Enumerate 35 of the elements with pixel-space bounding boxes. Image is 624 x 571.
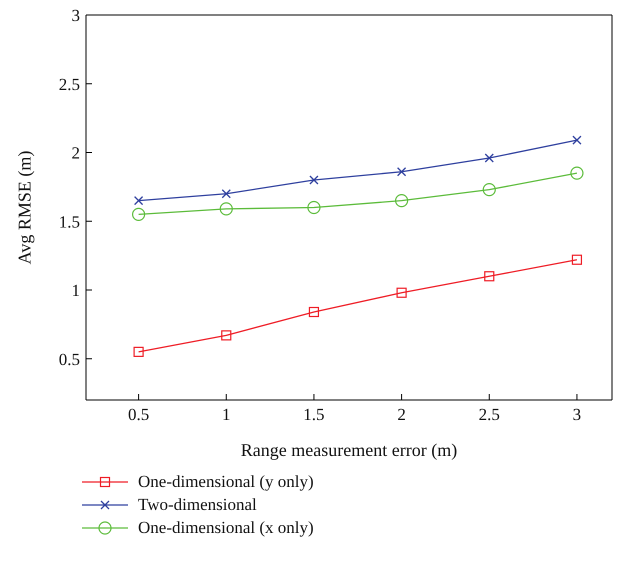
point <box>572 254 582 265</box>
point <box>134 196 144 206</box>
point <box>309 175 319 185</box>
point <box>132 208 146 221</box>
x-tick-label: 3 <box>572 405 582 424</box>
y-tick-label: 3 <box>72 6 80 26</box>
x-tick-label: 1.5 <box>303 405 325 424</box>
point <box>134 346 144 357</box>
legend-label: Two-dimensional <box>138 495 257 514</box>
point <box>221 330 232 340</box>
y-axis-title: Avg RMSE (m) <box>14 150 34 264</box>
point <box>396 167 406 176</box>
point <box>484 153 494 163</box>
x-tick-label: 2.5 <box>478 405 500 424</box>
point <box>396 288 407 298</box>
point <box>307 200 321 214</box>
legend-label: One-dimensional (x only) <box>138 518 314 537</box>
legend-label: One-dimensional (y only) <box>138 472 314 491</box>
point <box>395 194 408 208</box>
point <box>484 271 494 282</box>
point <box>482 183 496 196</box>
point <box>570 166 584 180</box>
x-axis-title: Range measurement error (m) <box>240 440 458 460</box>
point <box>220 202 233 216</box>
y-tick-label: 2.5 <box>58 74 80 94</box>
y-tick-label: 1 <box>72 281 80 300</box>
x-tick-label: 1 <box>222 405 231 424</box>
point <box>308 306 320 318</box>
point <box>222 189 231 198</box>
x-tick-label: 2 <box>397 405 406 424</box>
y-tick-label: 2 <box>72 144 80 163</box>
point <box>572 135 582 145</box>
y-tick-label: 0.5 <box>58 350 80 369</box>
y-tick-label: 1.5 <box>58 212 80 232</box>
x-tick-label: 0.5 <box>128 405 150 424</box>
